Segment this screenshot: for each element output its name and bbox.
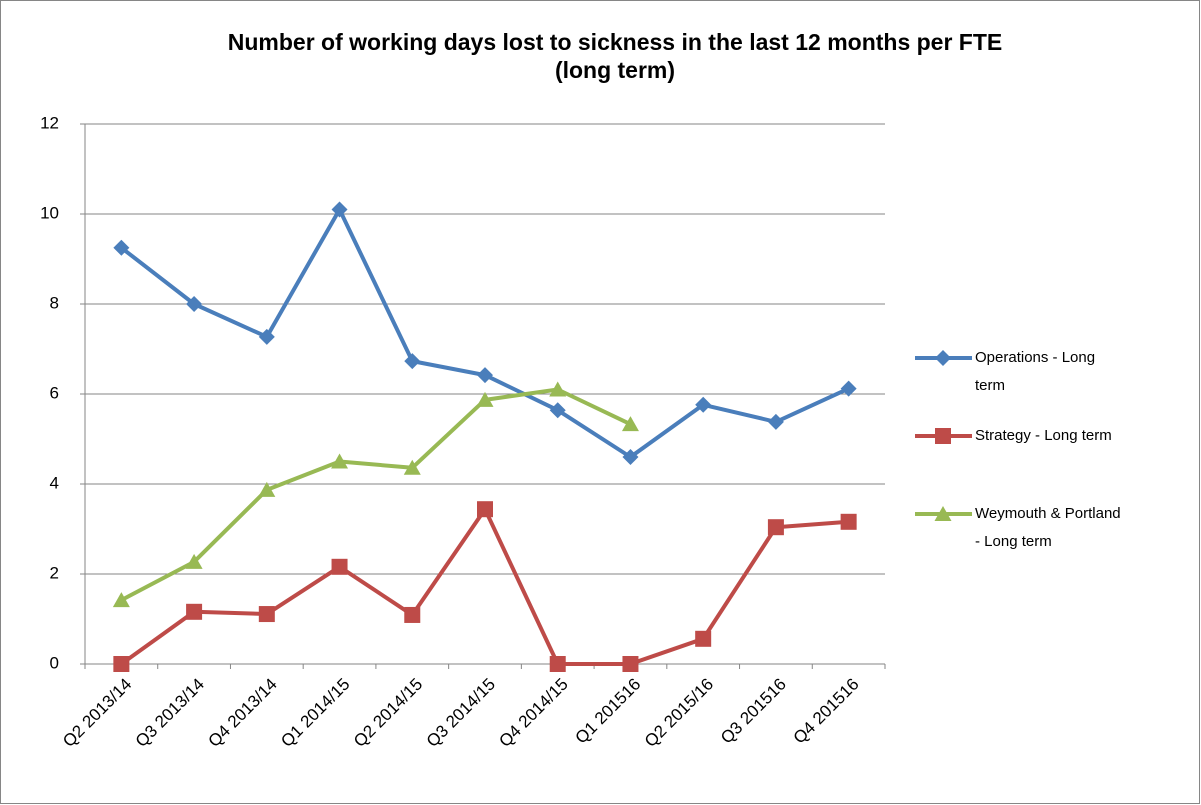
text-line: Strategy - Long term [975,427,1112,444]
marker [549,402,566,419]
marker [331,558,348,575]
y-tick-label: 2 [50,563,59,582]
legend-label: Operations - Long term [975,349,1095,394]
text-line: Weymouth & Portland [975,505,1121,522]
y-tick-label: 10 [40,203,59,222]
marker [113,239,130,256]
y-tick-label: 0 [50,653,59,672]
legend-item: Operations - Long term [915,349,1095,394]
marker [404,606,421,623]
marker [767,519,784,536]
y-tick-label: 6 [50,383,59,402]
marker [331,453,349,469]
y-tick-label: 8 [50,293,59,312]
text-line: Number of working days lost to sickness … [228,29,1003,55]
legend-label: Strategy - Long term [975,427,1112,444]
marker [112,592,130,608]
legend-label: Weymouth & Portland - Long term [975,505,1121,550]
marker [622,449,639,465]
marker [185,553,203,569]
marker [404,353,421,370]
marker [621,416,639,432]
text-line: term [975,377,1005,394]
legend-item: Weymouth & Portland - Long term [915,505,1121,550]
marker [258,481,276,497]
marker [934,506,952,521]
marker [935,350,951,366]
marker [549,381,567,397]
marker [840,513,857,530]
marker [840,380,857,397]
marker [935,428,951,444]
marker [476,391,494,407]
text-line: - Long term [975,533,1052,550]
marker [258,328,275,345]
marker [549,656,566,672]
text-line: (long term) [555,57,675,83]
y-tick-label: 12 [40,113,59,132]
marker [113,656,130,672]
marker [403,459,421,475]
y-tick-label: 4 [50,473,59,492]
marker [695,630,712,647]
series-line [120,387,632,602]
text-line: Operations - Long [975,349,1095,366]
marker [767,413,784,430]
chart-title: Number of working days lost to sickness … [228,29,1003,83]
marker [186,296,203,312]
marker [186,603,203,620]
marker [258,606,275,623]
marker [331,201,348,218]
marker [477,501,493,518]
marker [477,367,493,384]
marker [622,656,639,672]
marker [695,396,712,413]
legend-item: Strategy - Long term [915,427,1112,444]
